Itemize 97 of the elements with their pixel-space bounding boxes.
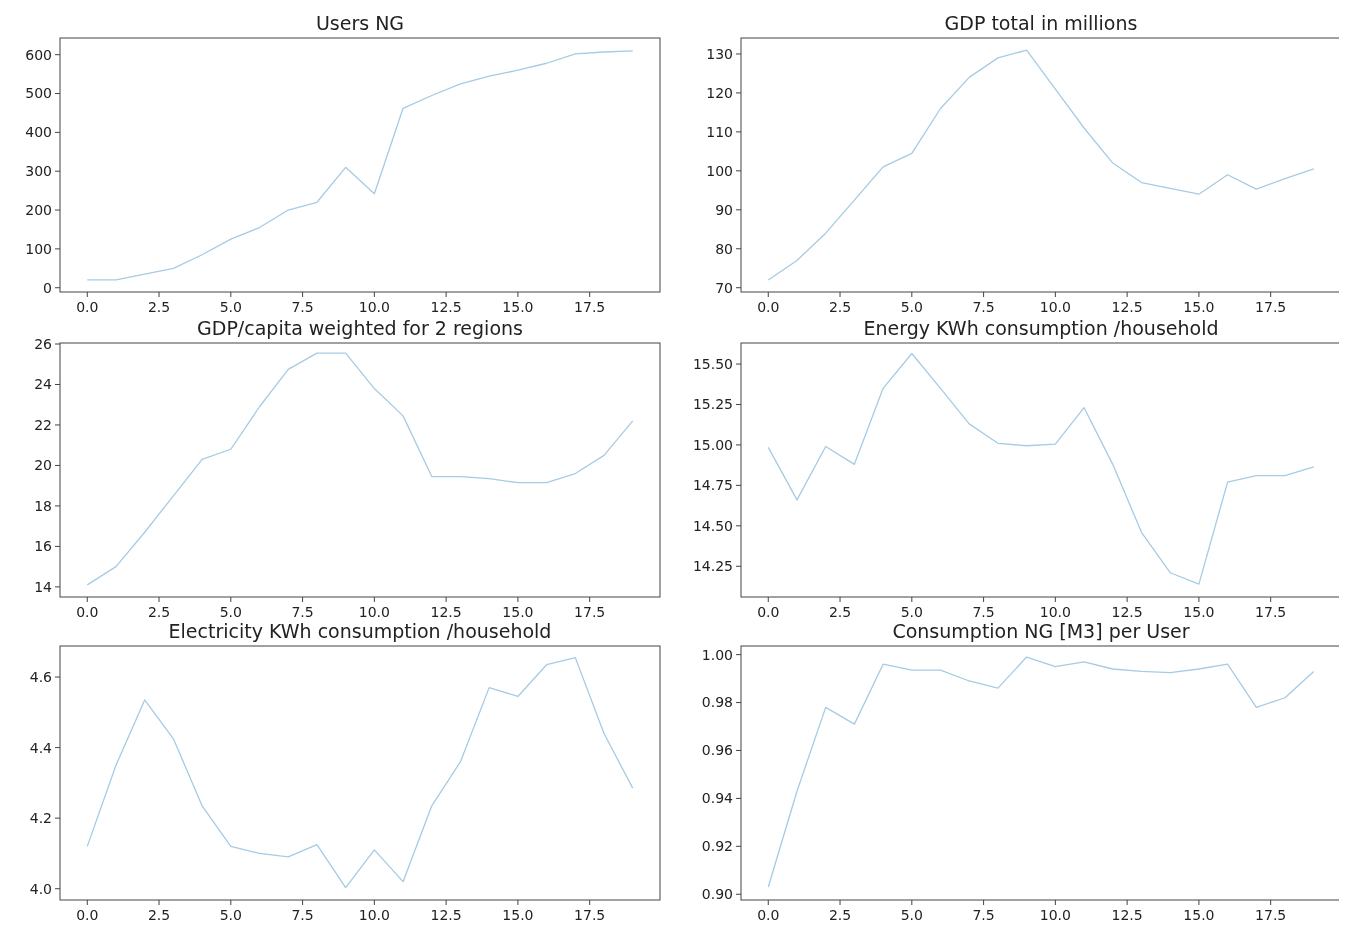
x-tick-label: 15.0 <box>1183 604 1215 620</box>
y-tick-label: 15.50 <box>692 355 733 372</box>
x-tick-label: 15.0 <box>502 604 534 620</box>
x-tick-label: 17.5 <box>574 604 606 620</box>
y-tick-label: 0.94 <box>701 790 734 807</box>
y-tick-label: 100 <box>706 162 733 179</box>
x-tick-label: 0.0 <box>757 907 780 923</box>
y-tick-label: 1.00 <box>701 646 733 663</box>
x-tick-label: 5.0 <box>900 604 923 620</box>
y-tick-label: 300 <box>25 163 52 180</box>
y-tick-label: 0.92 <box>701 838 733 855</box>
x-tick-label: 17.5 <box>574 299 606 315</box>
y-tick-label: 4.2 <box>29 810 52 827</box>
x-tick-label: 10.0 <box>358 604 390 620</box>
x-tick-label: 2.5 <box>828 299 852 315</box>
y-tick-label: 14.25 <box>692 558 733 575</box>
y-tick-label: 24 <box>34 376 53 393</box>
chart-title: Electricity KWh consumption /household <box>168 620 552 642</box>
chart-title: Energy KWh consumption /household <box>863 317 1219 339</box>
x-tick-label: 12.5 <box>1111 907 1143 923</box>
x-tick-label: 15.0 <box>1183 299 1215 315</box>
chart-title: GDP total in millions <box>944 12 1138 34</box>
x-tick-label: 7.5 <box>291 299 314 315</box>
x-tick-label: 10.0 <box>1039 604 1071 620</box>
line-series <box>767 352 1315 585</box>
chart-title: GDP/capita weighted for 2 regions <box>197 317 523 339</box>
y-tick-label: 4.0 <box>29 880 52 897</box>
y-tick-label: 110 <box>706 123 733 140</box>
y-tick-label: 100 <box>25 240 52 257</box>
x-tick-label: 2.5 <box>147 604 171 620</box>
x-tick-label: 0.0 <box>757 299 780 315</box>
chart-title: Users NG <box>315 12 405 34</box>
x-tick-label: 5.0 <box>900 299 923 315</box>
x-tick-label: 0.0 <box>76 604 99 620</box>
x-tick-label: 12.5 <box>430 299 462 315</box>
y-tick-label: 120 <box>706 84 733 101</box>
x-tick-label: 5.0 <box>219 604 242 620</box>
y-tick-label: 600 <box>25 46 52 63</box>
x-tick-label: 0.0 <box>757 604 780 620</box>
line-series <box>86 50 634 281</box>
y-tick-label: 0.98 <box>701 694 733 711</box>
x-tick-label: 10.0 <box>1039 299 1071 315</box>
y-tick-label: 14.75 <box>692 477 733 494</box>
y-tick-label: 4.4 <box>29 739 53 756</box>
x-tick-label: 15.0 <box>502 907 534 923</box>
x-tick-label: 17.5 <box>1255 907 1287 923</box>
x-tick-label: 2.5 <box>147 299 171 315</box>
y-tick-label: 500 <box>25 85 52 102</box>
x-tick-label: 12.5 <box>1111 299 1143 315</box>
y-tick-label: 16 <box>34 538 53 555</box>
y-tick-label: 0.90 <box>701 886 733 903</box>
x-tick-label: 2.5 <box>828 604 852 620</box>
x-tick-label: 17.5 <box>574 907 606 923</box>
y-tick-label: 20 <box>34 457 52 474</box>
x-tick-label: 10.0 <box>1039 907 1071 923</box>
y-tick-label: 70 <box>715 279 733 296</box>
x-tick-label: 5.0 <box>219 907 242 923</box>
line-series <box>86 656 634 889</box>
x-tick-label: 10.0 <box>358 907 390 923</box>
y-tick-label: 18 <box>34 497 52 514</box>
y-tick-label: 14.50 <box>692 517 733 534</box>
x-tick-label: 0.0 <box>76 299 99 315</box>
y-tick-label: 400 <box>25 124 52 141</box>
y-tick-label: 15.25 <box>692 396 733 413</box>
x-tick-label: 12.5 <box>1111 604 1143 620</box>
x-tick-label: 2.5 <box>147 907 171 923</box>
y-tick-label: 0 <box>43 279 52 296</box>
x-tick-label: 7.5 <box>972 299 995 315</box>
x-tick-label: 7.5 <box>291 907 314 923</box>
y-tick-label: 130 <box>706 45 733 62</box>
x-tick-label: 15.0 <box>1183 907 1215 923</box>
y-tick-label: 200 <box>25 201 52 218</box>
line-series <box>86 352 634 586</box>
x-tick-label: 15.0 <box>502 299 534 315</box>
y-tick-label: 15.00 <box>692 436 733 453</box>
y-tick-label: 80 <box>715 240 733 257</box>
x-tick-label: 7.5 <box>972 604 995 620</box>
y-tick-label: 14 <box>34 578 53 595</box>
y-tick-label: 26 <box>34 335 53 352</box>
x-tick-label: 7.5 <box>291 604 314 620</box>
x-tick-label: 0.0 <box>76 907 99 923</box>
x-tick-label: 5.0 <box>219 299 242 315</box>
x-tick-label: 5.0 <box>900 907 923 923</box>
line-series <box>767 656 1315 888</box>
x-tick-label: 2.5 <box>828 907 852 923</box>
x-tick-label: 17.5 <box>1255 299 1287 315</box>
y-tick-label: 4.6 <box>29 668 53 685</box>
x-tick-label: 17.5 <box>1255 604 1287 620</box>
chart-title: Consumption NG [M3] per User <box>892 620 1190 642</box>
x-tick-label: 12.5 <box>430 907 462 923</box>
y-tick-label: 0.96 <box>701 742 734 759</box>
y-tick-label: 90 <box>715 201 733 218</box>
x-tick-label: 7.5 <box>972 907 995 923</box>
y-tick-label: 22 <box>34 416 52 433</box>
line-series <box>767 49 1315 281</box>
x-tick-label: 10.0 <box>358 299 390 315</box>
x-tick-label: 12.5 <box>430 604 462 620</box>
